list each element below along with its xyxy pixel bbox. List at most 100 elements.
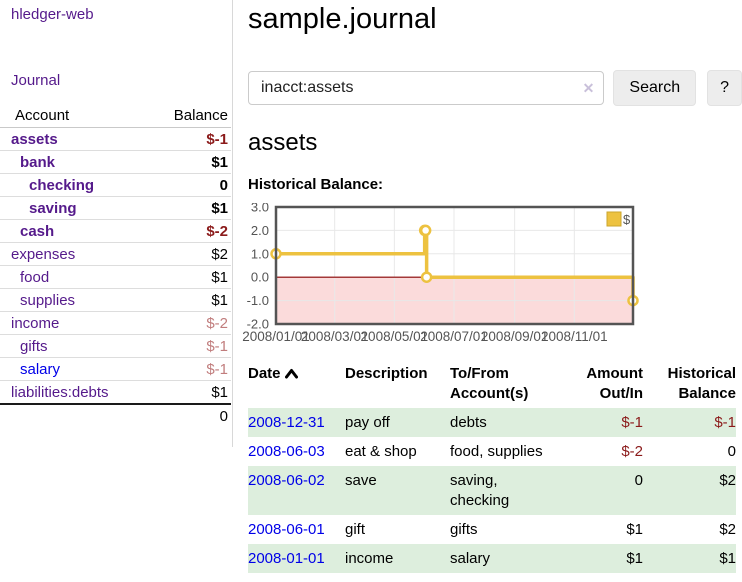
account-link[interactable]: cash: [20, 222, 55, 240]
transaction-row[interactable]: 2008-12-31 pay off debts $-1 $-1: [248, 408, 736, 437]
transaction-row[interactable]: 2008-06-01 gift gifts $1 $2: [248, 515, 736, 544]
account-balance: $1: [211, 291, 228, 309]
search-input[interactable]: [248, 71, 605, 105]
transaction-balance: $-1: [714, 413, 736, 431]
chart-title: Historical Balance:: [248, 176, 384, 193]
transaction-accounts: food, supplies: [450, 442, 543, 460]
account-balance: $1: [211, 199, 228, 217]
search-bar: ✕ Search ?: [248, 70, 742, 106]
account-link[interactable]: expenses: [11, 245, 76, 263]
transaction-balance: $2: [719, 520, 736, 538]
account-heading: assets: [248, 129, 318, 156]
data-point-marker: [420, 271, 433, 283]
account-link[interactable]: income: [11, 314, 60, 332]
balance-column-header: Balance: [151, 104, 231, 128]
account-balance: 0: [219, 176, 228, 194]
account-balance: $1: [211, 153, 228, 171]
transaction-amount: $-2: [621, 442, 643, 460]
y-axis-tick-label: 1.0: [251, 246, 269, 261]
account-row: cash $-2: [0, 220, 231, 243]
page-title: sample.journal: [248, 3, 437, 35]
accounts-total-row: 0: [0, 403, 231, 427]
transaction-amount: 0: [634, 471, 643, 489]
account-link[interactable]: bank: [20, 153, 56, 171]
transaction-date-link[interactable]: 2008-06-01: [248, 520, 325, 538]
balance-column-label-line2: Balance: [678, 385, 736, 402]
accounts-column-label-line1: To/From: [450, 365, 509, 382]
account-balance: $1: [211, 268, 228, 286]
y-axis-tick-label: 0.0: [251, 270, 269, 285]
account-link[interactable]: supplies: [20, 291, 76, 309]
clear-search-icon[interactable]: ✕: [582, 80, 595, 96]
account-link[interactable]: salary: [20, 360, 61, 378]
help-button[interactable]: ?: [707, 70, 742, 106]
description-column-header: Description: [345, 364, 450, 408]
transaction-balance: $2: [719, 471, 736, 489]
date-column-label: Date: [248, 365, 281, 382]
transaction-amount: $-1: [621, 413, 643, 431]
account-row: income $-2: [0, 312, 231, 335]
transaction-description: eat & shop: [345, 442, 417, 460]
accounts-total-balance: 0: [151, 403, 231, 427]
description-column-label: Description: [345, 365, 428, 382]
transaction-accounts: gifts: [450, 520, 478, 538]
transaction-accounts: salary: [450, 549, 491, 567]
account-balance: $1: [211, 383, 228, 401]
x-axis-tick-label: 2008/01/01: [242, 329, 310, 344]
account-row: assets $-1: [0, 128, 231, 151]
transaction-date-link[interactable]: 2008-01-01: [248, 549, 325, 567]
transactions-table: Date Description To/From Account(s) Amou…: [248, 364, 736, 573]
transaction-balance: 0: [727, 442, 736, 460]
transaction-date-link[interactable]: 2008-12-31: [248, 413, 325, 431]
accounts-table-header: Account Balance: [0, 104, 231, 128]
date-column-header[interactable]: Date: [248, 364, 345, 408]
legend-label: $: [623, 212, 631, 227]
search-button[interactable]: Search: [613, 70, 697, 106]
account-balance: $-1: [206, 337, 228, 355]
accounts-column-header: Account: [0, 104, 152, 128]
transactions-header-row: Date Description To/From Account(s) Amou…: [248, 364, 736, 408]
sidebar-item-journal[interactable]: Journal: [11, 72, 61, 89]
account-balance: $-2: [206, 222, 228, 240]
transaction-accounts: debts: [450, 413, 487, 431]
account-balance: $-1: [206, 130, 228, 148]
account-row: supplies $1: [0, 289, 231, 312]
historical-balance-chart[interactable]: 3.0 2.0 1.0 0.0 -1.0 -2.02008/01/012008/03/01…: [240, 203, 640, 350]
accounts-column-header: To/From Account(s): [450, 364, 562, 408]
balance-column-label-line1: Historical: [667, 365, 736, 382]
account-row: saving $1: [0, 197, 231, 220]
chart-border: [274, 205, 635, 326]
x-axis-tick-label: 2008/03/01: [301, 329, 369, 344]
transaction-description: pay off: [345, 413, 390, 431]
account-row: liabilities:debts $1: [0, 381, 231, 404]
transaction-amount: $1: [626, 549, 643, 567]
balance-column-header: Historical Balance: [643, 364, 736, 408]
account-link[interactable]: gifts: [20, 337, 48, 355]
transaction-accounts: saving, checking: [450, 471, 510, 509]
account-row: expenses $2: [0, 243, 231, 266]
account-balance: $-2: [206, 314, 228, 332]
account-link[interactable]: food: [20, 268, 50, 286]
account-link[interactable]: saving: [29, 199, 77, 217]
transaction-row[interactable]: 2008-06-03 eat & shop food, supplies $-2 0: [248, 437, 736, 466]
transaction-row[interactable]: 2008-01-01 income salary $1 $1: [248, 544, 736, 573]
account-row: checking 0: [0, 174, 231, 197]
account-balance: $2: [211, 245, 228, 263]
transaction-description: income: [345, 549, 394, 567]
account-link[interactable]: checking: [29, 176, 95, 194]
account-row: gifts $-1: [0, 335, 231, 358]
app-title-link[interactable]: hledger-web: [11, 6, 94, 23]
account-link[interactable]: assets: [11, 130, 58, 148]
account-balance: $-1: [206, 360, 228, 378]
search-box: ✕: [248, 71, 605, 105]
transaction-row[interactable]: 2008-06-02 save saving, checking 0 $2: [248, 466, 736, 515]
legend-swatch: [606, 211, 622, 227]
data-point-marker: [419, 224, 432, 237]
account-row: bank $1: [0, 151, 231, 174]
sort-ascending-icon: [284, 365, 298, 385]
amount-column-label-line1: Amount: [586, 365, 643, 382]
x-axis-tick-label: 2008/09/01: [481, 329, 549, 344]
account-link[interactable]: liabilities:debts: [11, 383, 109, 401]
transaction-date-link[interactable]: 2008-06-03: [248, 442, 325, 460]
transaction-date-link[interactable]: 2008-06-02: [248, 471, 325, 489]
